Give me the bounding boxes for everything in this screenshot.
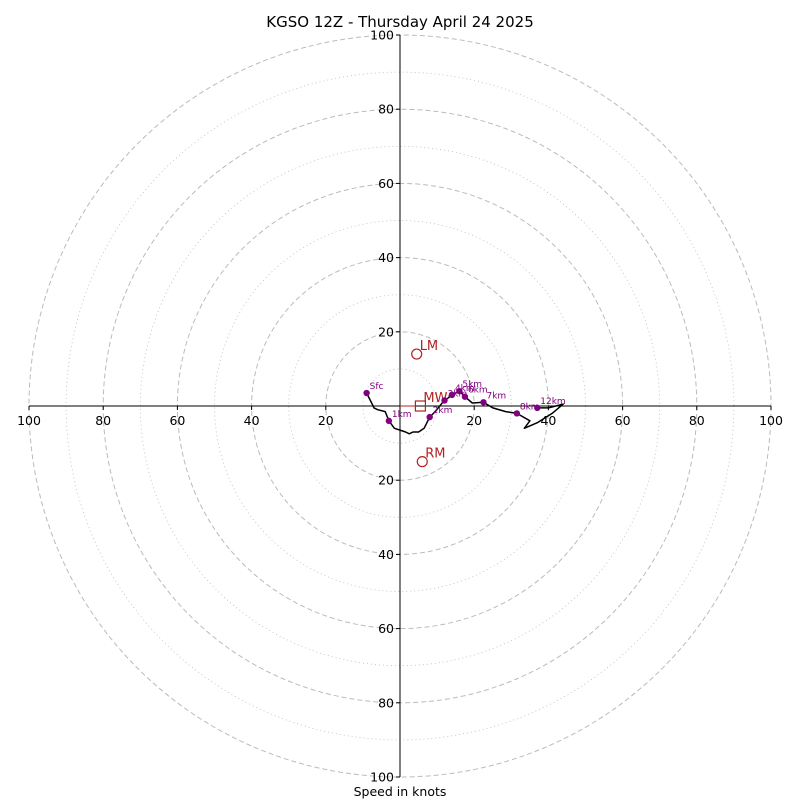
height-point-label: 1km [392,410,412,420]
chart-title: KGSO 12Z - Thursday April 24 2025 [266,13,533,31]
height-point-marker [480,399,487,406]
x-tick-label: 80 [95,413,111,428]
height-point-label: 4km [455,384,475,394]
x-axis-label: Speed in knots [354,784,447,799]
height-point-label: 8km [520,402,540,412]
y-tick-label: 60 [378,621,394,636]
height-point-marker [385,417,393,425]
x-tick-label: 60 [169,413,185,428]
height-point-label: 12km [540,397,565,407]
y-tick-label: 20 [378,324,394,339]
storm-motions: LM RM MW [400,339,448,468]
y-tick-label: 40 [378,547,394,562]
storm-motion-mw-label: MW [423,391,447,406]
y-tick-label: 20 [378,473,394,488]
height-point-marker [461,393,469,400]
x-tick-label: 100 [17,413,41,428]
height-point-marker [363,389,370,397]
height-point-marker [513,410,521,417]
y-tick-label: 40 [378,250,394,265]
y-tick-label: 80 [378,102,394,117]
height-point-marker [426,413,433,421]
storm-motion-lm-marker [411,348,423,360]
tick-labels: 20 20 20 20 40 40 40 40 60 60 60 60 80 80 80 80 100 100 10… [17,28,783,785]
storm-motion-rm-marker [416,456,428,468]
storm-motion-rm-label: RM [425,447,445,462]
x-tick-label: 60 [615,413,631,428]
x-tick-label: 40 [244,413,260,428]
x-tick-label: 20 [318,413,334,428]
height-point-label: Sfc [370,382,384,392]
height-point-label: 2km [433,406,453,416]
x-tick-label: 40 [540,413,556,428]
x-tick-label: 20 [466,413,482,428]
y-tick-label: 100 [370,28,394,43]
height-point-marker [448,391,456,399]
height-point-label: 3km [448,389,468,399]
y-tick-label: 80 [378,695,394,710]
height-point-label: 5km [462,380,482,390]
x-tick-label: 80 [689,413,705,428]
height-point-label: 7km [486,391,506,401]
storm-motion-lm-label: LM [420,339,438,354]
y-tick-label: 60 [378,176,394,191]
height-point-marker [534,404,541,412]
height-point-marker [441,397,448,404]
height-point-marker [456,387,463,395]
x-tick-label: 100 [759,413,783,428]
height-point-label: 6km [468,386,488,396]
y-tick-label: 100 [370,770,394,785]
